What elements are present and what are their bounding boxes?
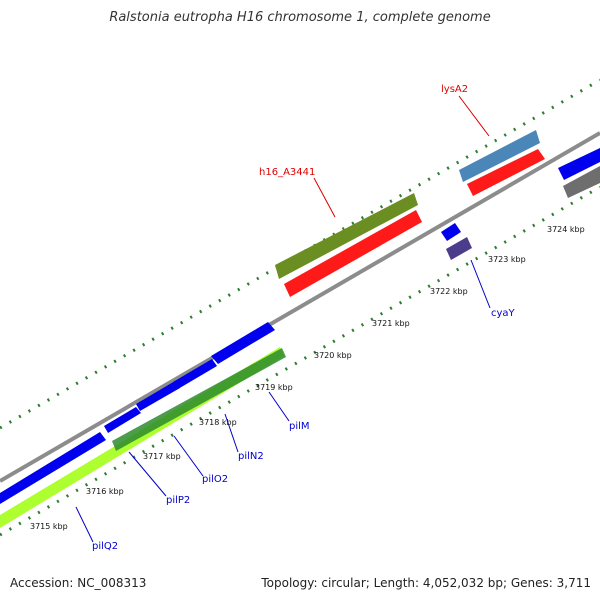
gene-cyaY-2[interactable] [446,237,472,260]
label-pilP2[interactable]: pilP2 [166,495,190,506]
label-connectors [75,95,491,543]
gene-h16-A3441-red[interactable] [284,210,422,297]
kbp-label: 3723 kbp [488,255,526,264]
gene-red-2[interactable] [467,149,545,196]
genome-summary-text: Topology: circular; Length: 4,052,032 bp… [261,576,591,590]
gene-arrow[interactable] [558,148,600,180]
gene-lysA2[interactable] [459,130,540,182]
gene-arrow[interactable] [104,407,141,433]
kbp-label: 3719 kbp [255,383,293,392]
kbp-label: 3720 kbp [314,351,352,360]
kbp-labels: 3715 kbp 3716 kbp 3717 kbp 3718 kbp 3719… [30,225,585,531]
label-pilQ2[interactable]: pilQ2 [92,541,118,552]
accession-text: Accession: NC_008313 [10,576,147,590]
kbp-label: 3722 kbp [430,287,468,296]
label-pilM[interactable]: pilM [289,421,310,432]
gene-arrow[interactable] [136,381,180,411]
gene-labels: lysA2 h16_A3441 cyaY pilM pilN2 pilO2 pi… [92,84,516,552]
gene-arrow[interactable] [0,432,106,504]
label-pilN2[interactable]: pilN2 [238,451,264,462]
gene-gray[interactable] [563,166,600,198]
label-pilO2[interactable]: pilO2 [202,474,228,485]
inner-tick-ring [0,185,600,537]
label-cyaY[interactable]: cyaY [491,308,516,319]
kbp-label: 3718 kbp [199,418,237,427]
kbp-label: 3716 kbp [86,487,124,496]
gene-arrow[interactable] [211,322,275,364]
chromosome-backbone [0,131,600,483]
map-title: Ralstonia eutropha H16 chromosome 1, com… [109,10,491,25]
gene-pil-darkgreen[interactable] [112,348,286,451]
reverse-genes [0,223,472,528]
gene-arrow[interactable] [173,359,217,389]
kbp-label: 3721 kbp [372,319,410,328]
kbp-label: 3724 kbp [547,225,585,234]
kbp-label: 3717 kbp [143,452,181,461]
label-lysA2[interactable]: lysA2 [441,84,468,95]
kbp-label: 3715 kbp [30,522,68,531]
forward-genes [0,130,600,504]
gene-cyaY[interactable] [441,223,461,241]
gene-h16-A3441[interactable] [275,193,418,279]
label-h16-A3441[interactable]: h16_A3441 [259,167,315,178]
